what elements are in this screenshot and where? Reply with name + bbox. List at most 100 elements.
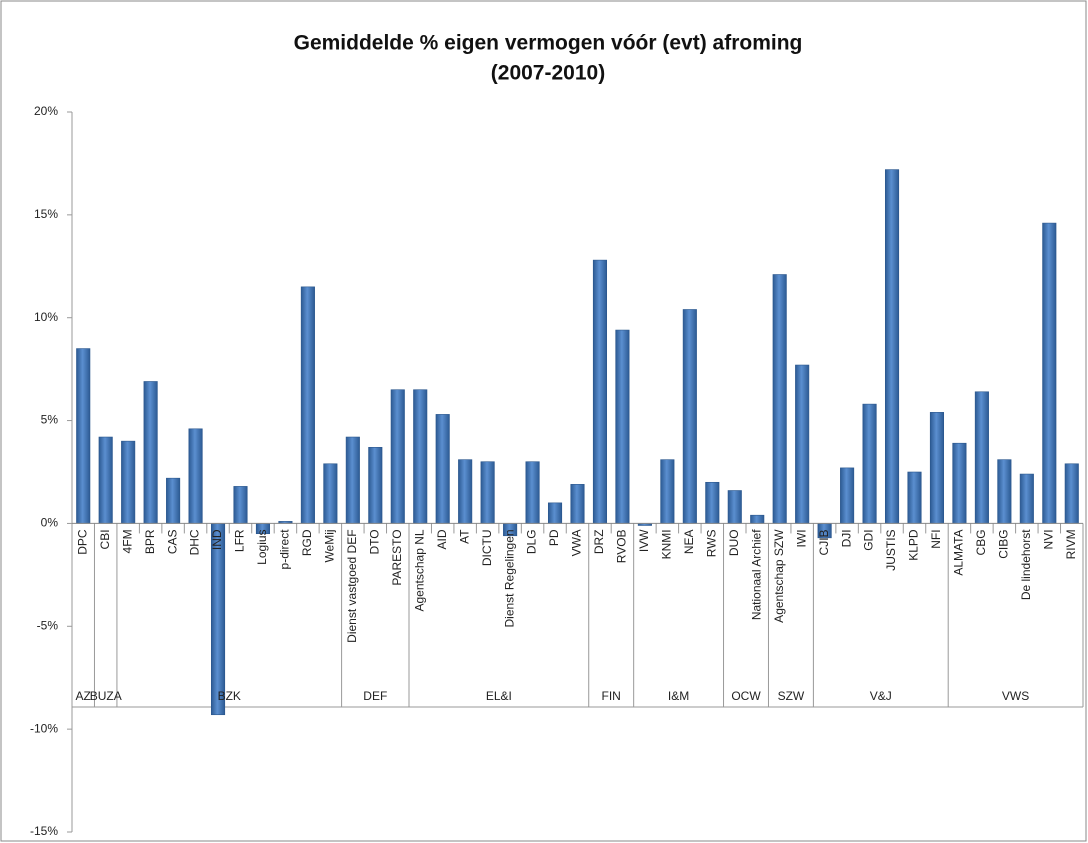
x-tick-label: PD <box>547 529 561 546</box>
x-tick-label: CJIB <box>817 529 831 555</box>
bar <box>705 481 720 524</box>
x-tick-label: CIBG <box>997 529 1011 558</box>
x-tick-label: ALMATA <box>952 529 966 575</box>
x-tick-label: DJI <box>839 529 853 547</box>
group-label: FIN <box>602 689 621 703</box>
bar <box>345 436 360 524</box>
x-tick-label: BPR <box>143 529 157 554</box>
bar <box>480 461 495 524</box>
x-tick-label: 4FM <box>120 529 134 553</box>
bar <box>840 467 855 524</box>
x-tick-label: Nationaal Archief <box>749 529 763 620</box>
bar <box>143 381 158 524</box>
bar <box>772 274 787 524</box>
x-tick-label: JUSTIS <box>884 529 898 570</box>
x-tick-label: VWA <box>570 529 584 556</box>
y-tick-label: -10% <box>30 721 58 735</box>
bar <box>974 391 989 524</box>
group-label: BZK <box>218 689 241 703</box>
group-label: OCW <box>731 689 761 703</box>
x-tick-label: DRZ <box>592 529 606 554</box>
bar <box>570 484 585 524</box>
x-tick-label: GDI <box>862 529 876 550</box>
y-tick-label: 0% <box>41 516 59 530</box>
x-tick-label: KNMI <box>660 529 674 559</box>
group-label: BUZA <box>90 689 122 703</box>
x-tick-label: DTO <box>367 529 381 554</box>
x-tick-label: RGD <box>300 529 314 556</box>
bar <box>300 286 315 524</box>
y-tick-label: 5% <box>41 413 59 427</box>
y-tick-label: -15% <box>30 824 58 838</box>
x-tick-label: Agentschap NL <box>412 529 426 611</box>
bar <box>1064 463 1079 524</box>
y-tick-label: 10% <box>34 310 58 324</box>
group-label: AZ <box>76 689 91 703</box>
x-tick-label: DLG <box>525 529 539 554</box>
bar <box>1019 473 1034 524</box>
x-tick-label: CBI <box>98 529 112 549</box>
bar <box>660 459 675 524</box>
bar <box>884 169 900 524</box>
bar <box>795 364 810 524</box>
x-tick-label: IWI <box>794 529 808 547</box>
x-tick-label: RIVM <box>1064 529 1078 559</box>
bar <box>750 514 765 524</box>
bar <box>952 442 967 524</box>
x-tick-label: RWS <box>704 529 718 557</box>
y-tick-label: 15% <box>34 207 58 221</box>
y-tick-label: 20% <box>34 104 58 118</box>
bar <box>682 309 697 524</box>
x-tick-label: De lindehorst <box>1019 529 1033 600</box>
bar <box>547 502 563 524</box>
bar <box>76 348 91 524</box>
x-tick-label: AID <box>435 529 449 549</box>
bar <box>166 477 181 524</box>
bar <box>188 428 203 524</box>
x-tick-label: LFR <box>233 529 247 552</box>
x-tick-label: Agentschap SZW <box>772 529 786 623</box>
bar <box>323 463 338 524</box>
group-label: V&J <box>870 689 892 703</box>
x-tick-label: Dienst vastgoed DEF <box>345 529 359 642</box>
x-tick-label: IND <box>210 529 224 550</box>
group-label: DEF <box>363 689 387 703</box>
x-tick-label: WeMij <box>323 529 337 562</box>
bar <box>413 389 428 524</box>
x-tick-label: p-direct <box>278 529 292 570</box>
bar <box>525 461 540 524</box>
chart-title: (2007-2010) <box>491 62 605 85</box>
x-tick-label: DPC <box>75 529 89 555</box>
x-tick-label: CAS <box>165 529 179 554</box>
bar <box>368 447 383 524</box>
bar <box>929 412 945 524</box>
bar <box>233 486 248 524</box>
bar <box>727 490 742 524</box>
x-tick-label: AT <box>457 529 471 544</box>
x-tick-label: DUO <box>727 529 741 556</box>
group-label: EL&I <box>486 689 512 703</box>
bar <box>615 329 630 524</box>
group-label: I&M <box>668 689 689 703</box>
group-label: SZW <box>778 689 805 703</box>
bar <box>862 403 877 524</box>
group-label: VWS <box>1002 689 1029 703</box>
x-tick-label: NFI <box>929 529 943 548</box>
bar <box>592 259 608 524</box>
x-tick-label: RVOB <box>615 529 629 563</box>
x-tick-label: Logius <box>255 529 269 564</box>
x-tick-label: DICTU <box>480 529 494 566</box>
bar <box>1042 222 1057 524</box>
bar <box>458 459 473 524</box>
bar <box>435 414 450 524</box>
x-tick-label: CBG <box>974 529 988 555</box>
x-tick-label: NVI <box>1041 529 1055 549</box>
x-tick-label: PARESTO <box>390 529 404 585</box>
chart-title: Gemiddelde % eigen vermogen vóór (evt) a… <box>294 32 803 55</box>
x-tick-label: Dienst Regelingen <box>502 529 516 627</box>
bar <box>210 523 226 716</box>
bar <box>907 471 922 524</box>
y-tick-label: -5% <box>37 618 59 632</box>
